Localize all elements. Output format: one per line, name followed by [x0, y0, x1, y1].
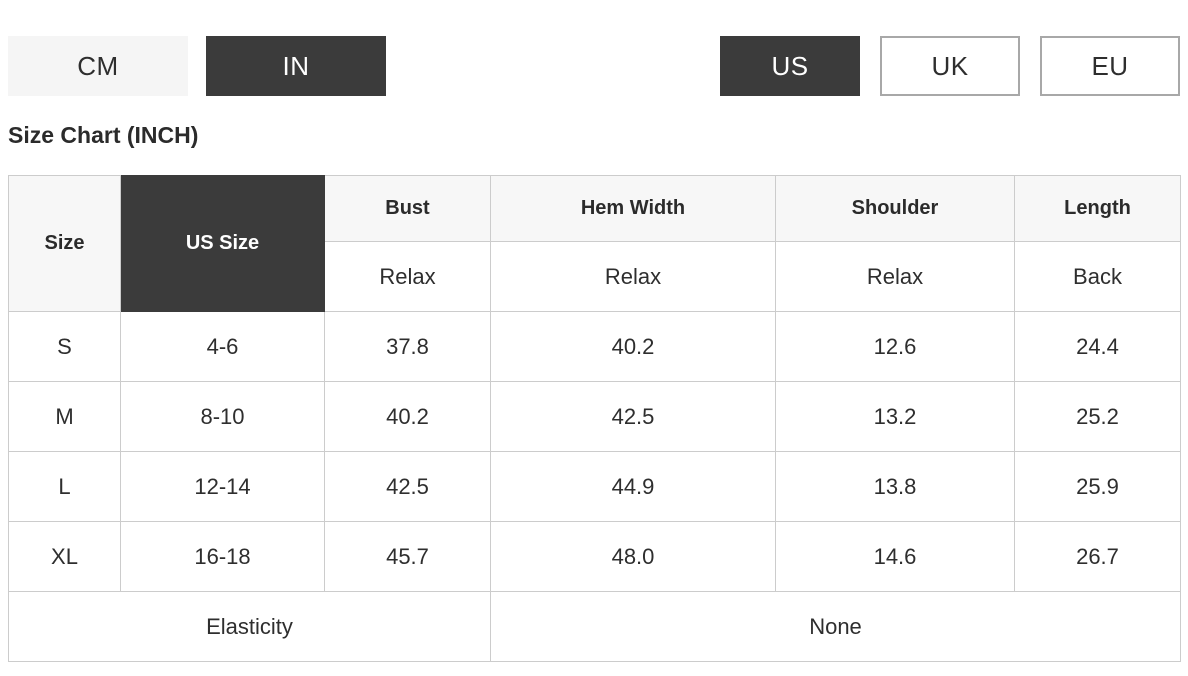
- table-row-s: S 4-6 37.8 40.2 12.6 24.4: [8, 311, 1181, 382]
- cell-shoulder: 13.8: [775, 451, 1015, 522]
- cell-bust: 37.8: [324, 311, 491, 382]
- cell-hem-width: 48.0: [490, 521, 776, 592]
- unit-toggle-group: CM IN: [8, 36, 386, 96]
- cell-size: S: [8, 311, 121, 382]
- cell-shoulder: 12.6: [775, 311, 1015, 382]
- unit-toggle-in-button[interactable]: IN: [206, 36, 386, 96]
- cell-us-size: 12-14: [120, 451, 325, 522]
- measure-type-bust: Relax: [324, 241, 491, 312]
- cell-length: 24.4: [1014, 311, 1181, 382]
- cell-bust: 40.2: [324, 381, 491, 452]
- measure-type-hem-width: Relax: [490, 241, 776, 312]
- cell-shoulder: 13.2: [775, 381, 1015, 452]
- region-toggle-us-button[interactable]: US: [720, 36, 860, 96]
- cell-hem-width: 42.5: [490, 381, 776, 452]
- table-row-xl: XL 16-18 45.7 48.0 14.6 26.7: [8, 521, 1181, 592]
- cell-size: L: [8, 451, 121, 522]
- table-footer-row: Elasticity None: [8, 591, 1181, 662]
- cell-size: M: [8, 381, 121, 452]
- elasticity-value: None: [490, 591, 1181, 662]
- column-header-length: Length: [1014, 175, 1181, 242]
- column-header-us-size: US Size: [120, 175, 325, 312]
- column-header-bust: Bust: [324, 175, 491, 242]
- cell-length: 25.2: [1014, 381, 1181, 452]
- column-header-shoulder: Shoulder: [775, 175, 1015, 242]
- elasticity-label: Elasticity: [8, 591, 491, 662]
- size-chart-table: Size US Size Bust Hem Width Shoulder Len…: [8, 175, 1181, 662]
- measure-type-length: Back: [1014, 241, 1181, 312]
- table-row-l: L 12-14 42.5 44.9 13.8 25.9: [8, 451, 1181, 522]
- table-subheader-row: Relax Relax Relax Back: [9, 241, 1181, 312]
- measure-type-shoulder: Relax: [775, 241, 1015, 312]
- column-header-hem-width: Hem Width: [490, 175, 776, 242]
- cell-hem-width: 44.9: [490, 451, 776, 522]
- cell-us-size: 4-6: [120, 311, 325, 382]
- cell-length: 26.7: [1014, 521, 1181, 592]
- cell-hem-width: 40.2: [490, 311, 776, 382]
- column-header-size: Size: [8, 175, 121, 312]
- cell-bust: 45.7: [324, 521, 491, 592]
- page-title: Size Chart (INCH): [8, 122, 199, 148]
- table-row-m: M 8-10 40.2 42.5 13.2 25.2: [8, 381, 1181, 452]
- table-header-row: Size US Size Bust Hem Width Shoulder Len…: [8, 175, 1181, 312]
- cell-size: XL: [8, 521, 121, 592]
- cell-us-size: 8-10: [120, 381, 325, 452]
- region-toggle-eu-button[interactable]: EU: [1040, 36, 1180, 96]
- toolbar: CM IN US UK EU: [0, 0, 1188, 96]
- cell-length: 25.9: [1014, 451, 1181, 522]
- cell-shoulder: 14.6: [775, 521, 1015, 592]
- cell-bust: 42.5: [324, 451, 491, 522]
- unit-toggle-cm-button[interactable]: CM: [8, 36, 188, 96]
- region-toggle-uk-button[interactable]: UK: [880, 36, 1020, 96]
- cell-us-size: 16-18: [120, 521, 325, 592]
- region-toggle-group: US UK EU: [720, 36, 1180, 96]
